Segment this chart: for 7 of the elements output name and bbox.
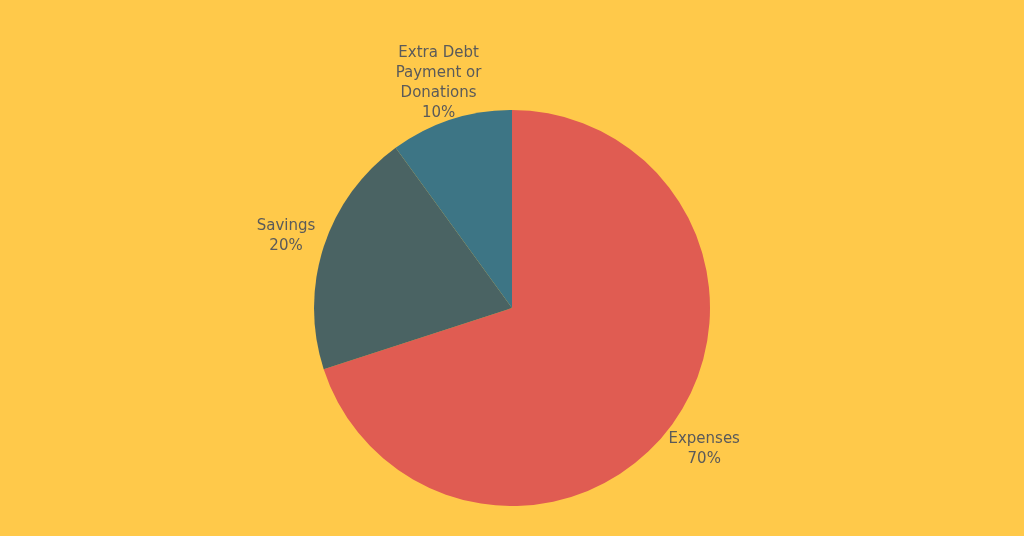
slice-label: Extra Debt Payment or Donations xyxy=(395,42,483,101)
slice-label: Expenses xyxy=(668,428,741,447)
data-label: 20% xyxy=(269,235,303,254)
data-label: 10% xyxy=(421,102,456,121)
slice-label: Savings xyxy=(256,215,316,234)
pie-slice xyxy=(314,147,512,370)
data-label: 70% xyxy=(687,448,721,467)
